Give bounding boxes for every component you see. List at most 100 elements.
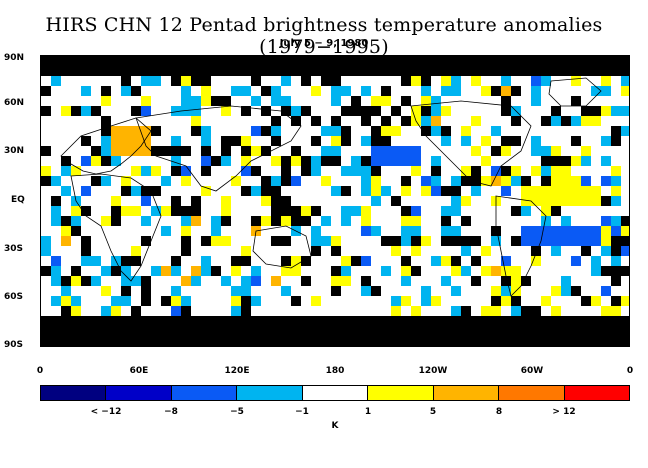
anomaly-cell (271, 206, 281, 216)
anomaly-cell (271, 126, 281, 136)
anomaly-cell (211, 326, 221, 336)
anomaly-cell (41, 166, 51, 176)
anomaly-cell (251, 146, 261, 156)
anomaly-cell (101, 326, 111, 336)
anomaly-cell (591, 186, 601, 196)
anomaly-cell (271, 176, 281, 186)
anomaly-cell (581, 106, 591, 116)
anomaly-cell (101, 116, 111, 126)
anomaly-cell (151, 266, 161, 276)
anomaly-cell (191, 206, 201, 216)
anomaly-cell (161, 266, 171, 276)
anomaly-cell (491, 326, 501, 336)
anomaly-cell (41, 236, 51, 246)
anomaly-cell (151, 66, 161, 76)
lat-label-60n: 60N (4, 98, 25, 108)
anomaly-cell (111, 326, 121, 336)
anomaly-cell (501, 76, 511, 86)
anomaly-cell (71, 266, 81, 276)
anomaly-cell (441, 66, 451, 76)
anomaly-cell (621, 86, 629, 96)
anomaly-cell (121, 76, 131, 86)
anomaly-cell (81, 326, 91, 336)
anomaly-cell (191, 106, 201, 116)
anomaly-cell (251, 186, 261, 196)
anomaly-cell (431, 116, 441, 126)
anomaly-cell (211, 266, 221, 276)
anomaly-cell (301, 166, 311, 176)
anomaly-cell (51, 76, 61, 86)
anomaly-cell (231, 296, 241, 306)
anomaly-cell (411, 236, 421, 246)
anomaly-cell (411, 76, 421, 86)
anomaly-cell (61, 66, 71, 76)
anomaly-cell (361, 136, 371, 146)
anomaly-cell (251, 296, 261, 306)
anomaly-cell (311, 166, 321, 176)
anomaly-cell (171, 296, 181, 306)
colorbar-bin-4 (236, 386, 302, 400)
anomaly-cell (41, 336, 51, 346)
anomaly-cell (61, 56, 71, 66)
anomaly-cell (591, 66, 601, 76)
anomaly-cell (161, 206, 171, 216)
anomaly-cell (501, 136, 511, 146)
anomaly-cell (211, 156, 221, 166)
anomaly-cell (461, 326, 471, 336)
anomaly-cell (251, 336, 261, 346)
anomaly-cell (501, 106, 511, 116)
anomaly-cell (301, 66, 311, 76)
anomaly-cell (331, 146, 341, 156)
anomaly-cell (261, 186, 271, 196)
anomaly-cell (571, 56, 581, 66)
anomaly-cell (121, 186, 131, 196)
anomaly-cell (501, 266, 511, 276)
anomaly-cell (501, 66, 511, 76)
anomaly-cell (531, 86, 541, 96)
anomaly-cell (411, 166, 421, 176)
anomaly-cell (201, 156, 211, 166)
anomaly-cell (501, 346, 511, 347)
anomaly-cell (221, 236, 231, 246)
anomaly-cell (311, 246, 321, 256)
anomaly-cell (391, 196, 401, 206)
anomaly-cell (571, 76, 581, 86)
anomaly-cell (331, 86, 341, 96)
anomaly-cell (421, 336, 431, 346)
anomaly-cell (381, 86, 391, 96)
anomaly-cell (471, 326, 481, 336)
anomaly-cell (151, 346, 161, 347)
anomaly-cell (621, 226, 629, 236)
anomaly-cell (201, 86, 211, 96)
anomaly-cell (471, 166, 481, 176)
anomaly-cell (181, 206, 191, 216)
anomaly-cell (101, 136, 111, 146)
anomaly-cell (121, 286, 131, 296)
anomaly-cell (521, 336, 531, 346)
anomaly-cell (171, 66, 181, 76)
anomaly-cell (561, 156, 571, 166)
anomaly-cell (561, 56, 571, 66)
anomaly-cell (301, 106, 311, 116)
anomaly-cell (341, 256, 351, 266)
anomaly-cell (341, 86, 351, 96)
anomaly-cell (81, 156, 91, 166)
anomaly-cell (461, 166, 471, 176)
anomaly-cell (511, 176, 521, 186)
anomaly-cell (241, 326, 251, 336)
anomaly-cell (421, 326, 431, 336)
anomaly-cell (321, 76, 331, 86)
anomaly-cell (611, 346, 621, 347)
anomaly-cell (121, 66, 131, 76)
anomaly-cell (211, 56, 221, 66)
anomaly-cell (431, 156, 441, 166)
anomaly-cell (231, 136, 241, 146)
anomaly-cell (241, 296, 251, 306)
anomaly-cell (241, 106, 251, 116)
anomaly-cell (421, 96, 431, 106)
anomaly-cell (331, 96, 341, 106)
anomaly-cell (581, 176, 591, 186)
anomaly-cell (331, 76, 341, 86)
anomaly-cell (571, 186, 581, 196)
anomaly-cell (231, 86, 241, 96)
